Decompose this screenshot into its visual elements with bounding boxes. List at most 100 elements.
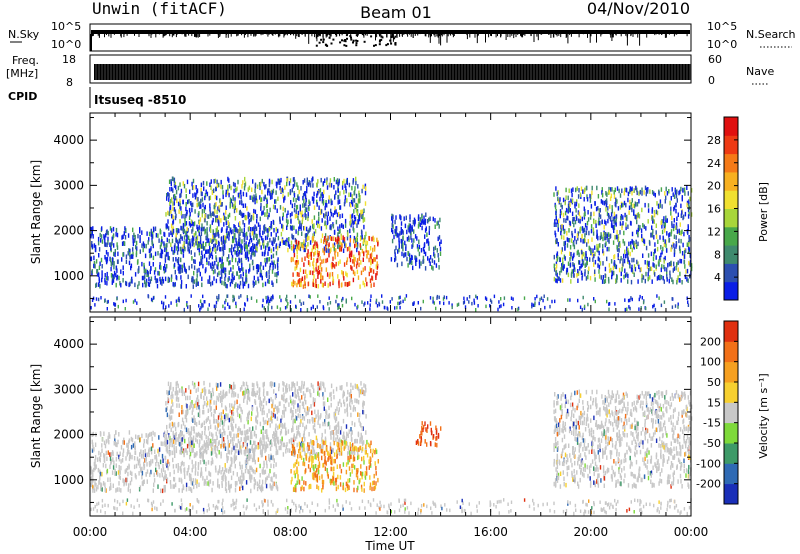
power-cell bbox=[391, 238, 394, 244]
power-cell bbox=[317, 270, 319, 276]
power-cell bbox=[423, 249, 425, 254]
power-cell bbox=[676, 262, 678, 267]
power-cell bbox=[334, 254, 336, 260]
power-cell bbox=[313, 258, 315, 263]
power-cell bbox=[411, 225, 413, 230]
power-cell bbox=[428, 230, 430, 235]
power-cell bbox=[173, 183, 176, 188]
power-ground-cell bbox=[200, 306, 202, 310]
power-cell bbox=[306, 236, 308, 241]
power-cell bbox=[627, 255, 629, 260]
vel-cell bbox=[272, 481, 274, 486]
power-cell bbox=[125, 254, 128, 259]
power-cell bbox=[356, 258, 359, 263]
power-cell bbox=[243, 212, 245, 218]
nsky-bar bbox=[147, 30, 149, 33]
vel-cell bbox=[102, 463, 105, 468]
power-cell bbox=[633, 203, 636, 209]
power-cell bbox=[597, 246, 599, 251]
power-cell bbox=[175, 189, 178, 195]
power-cell bbox=[626, 214, 628, 220]
vel-cell bbox=[231, 447, 233, 452]
power-cell bbox=[627, 273, 629, 279]
nsky-bar bbox=[612, 30, 614, 38]
power-cell bbox=[553, 267, 556, 272]
power-cell bbox=[286, 213, 288, 219]
power-cell bbox=[240, 260, 243, 265]
vel-cell bbox=[138, 487, 141, 492]
power-cell bbox=[615, 218, 617, 223]
power-cell bbox=[593, 211, 595, 217]
power-cell bbox=[583, 197, 585, 202]
vel-cell bbox=[244, 430, 246, 435]
power-cell bbox=[615, 264, 618, 270]
vel-cell bbox=[228, 485, 230, 491]
power-cell bbox=[159, 244, 162, 250]
vel-cell bbox=[239, 479, 241, 485]
power-cell bbox=[628, 260, 631, 265]
power-cell bbox=[112, 235, 114, 240]
power-cell bbox=[129, 281, 131, 287]
power-ground-cell bbox=[345, 300, 347, 304]
vel-cell bbox=[212, 442, 214, 447]
power-cell bbox=[253, 197, 256, 202]
power-cell bbox=[254, 243, 256, 249]
power-ground-cell bbox=[295, 304, 297, 309]
nsky-bar bbox=[548, 30, 550, 35]
power-cell bbox=[257, 278, 260, 284]
nsky-bar bbox=[681, 30, 683, 34]
power-cell bbox=[346, 282, 349, 287]
power-cell bbox=[561, 247, 563, 252]
power-cell bbox=[657, 203, 660, 209]
power-cell bbox=[652, 219, 654, 224]
power-ground-cell bbox=[279, 295, 281, 299]
power-ground-cell bbox=[608, 302, 611, 306]
vel-cell bbox=[180, 446, 183, 452]
nsky-bar bbox=[434, 30, 436, 38]
power-cell bbox=[259, 272, 261, 278]
power-cell bbox=[554, 230, 556, 236]
power-cell bbox=[224, 215, 226, 221]
power-cell bbox=[293, 225, 295, 231]
power-cell bbox=[170, 277, 173, 282]
power-cell bbox=[673, 266, 675, 271]
power-cell bbox=[303, 198, 305, 204]
power-cell bbox=[232, 236, 234, 241]
vel-cell bbox=[234, 481, 237, 486]
power-cell bbox=[239, 268, 241, 273]
vel-cell bbox=[115, 442, 117, 447]
power-ground-cell bbox=[398, 301, 401, 306]
power-cell bbox=[656, 201, 658, 206]
power-cell bbox=[165, 243, 167, 248]
power-cell bbox=[240, 194, 242, 200]
power-cell bbox=[312, 270, 314, 276]
power-cell bbox=[641, 187, 643, 192]
power-ground-cell bbox=[389, 300, 391, 304]
power-cell bbox=[559, 257, 561, 263]
power-cell bbox=[343, 276, 345, 281]
power-cell bbox=[591, 190, 593, 196]
nsky-bar bbox=[511, 30, 513, 36]
power-cell bbox=[682, 242, 684, 248]
power-cell bbox=[350, 199, 353, 205]
power-cell bbox=[364, 266, 366, 271]
power-cell bbox=[279, 185, 281, 191]
power-ground-cell bbox=[396, 305, 398, 310]
nsky-bar bbox=[165, 30, 167, 36]
power-cell bbox=[597, 263, 599, 268]
power-cell bbox=[234, 250, 236, 255]
power-cell bbox=[204, 228, 207, 234]
power-cell bbox=[178, 269, 180, 274]
nsky-bar bbox=[547, 30, 549, 33]
nsky-bar bbox=[553, 30, 555, 38]
nsky-bar bbox=[626, 30, 628, 33]
power-cell bbox=[123, 241, 125, 246]
power-cell bbox=[272, 204, 275, 210]
power-cell bbox=[628, 241, 630, 247]
power-cell bbox=[587, 269, 589, 275]
power-cell bbox=[411, 238, 413, 243]
power-cell bbox=[433, 252, 435, 257]
power-cell bbox=[353, 215, 356, 220]
power-cell bbox=[349, 228, 351, 234]
